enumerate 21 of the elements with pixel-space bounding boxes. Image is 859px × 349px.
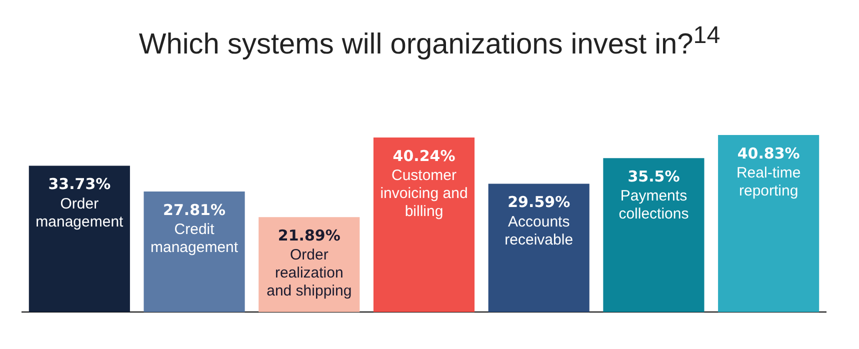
bar [603,158,704,312]
x-tick-label: Order realization and shipping [266,246,352,300]
x-tick-label: Payments collections [618,188,689,223]
bar [373,138,475,312]
bar [488,184,590,312]
data-label: 35.5% [628,167,680,186]
data-label: 33.73% [48,175,111,194]
chart-title: Which systems will organizations invest in?$^{14}$ [138,22,722,62]
data-label: 40.83% [737,144,800,162]
data-label: 40.24% [392,146,456,165]
bar [144,191,245,312]
x-tick-label: Accounts receivable [504,213,574,248]
x-tick-label: Order management [36,195,124,230]
x-tick-label: Customer invoicing and billing [380,167,468,220]
x-tick-label: Credit management [150,221,239,256]
bar [718,135,820,312]
data-label: 21.89% [278,226,340,244]
data-label: 27.81% [163,200,226,219]
x-tick-label: Real-time reporting [736,164,801,200]
data-label: 29.59% [508,193,570,212]
bar [28,166,130,312]
